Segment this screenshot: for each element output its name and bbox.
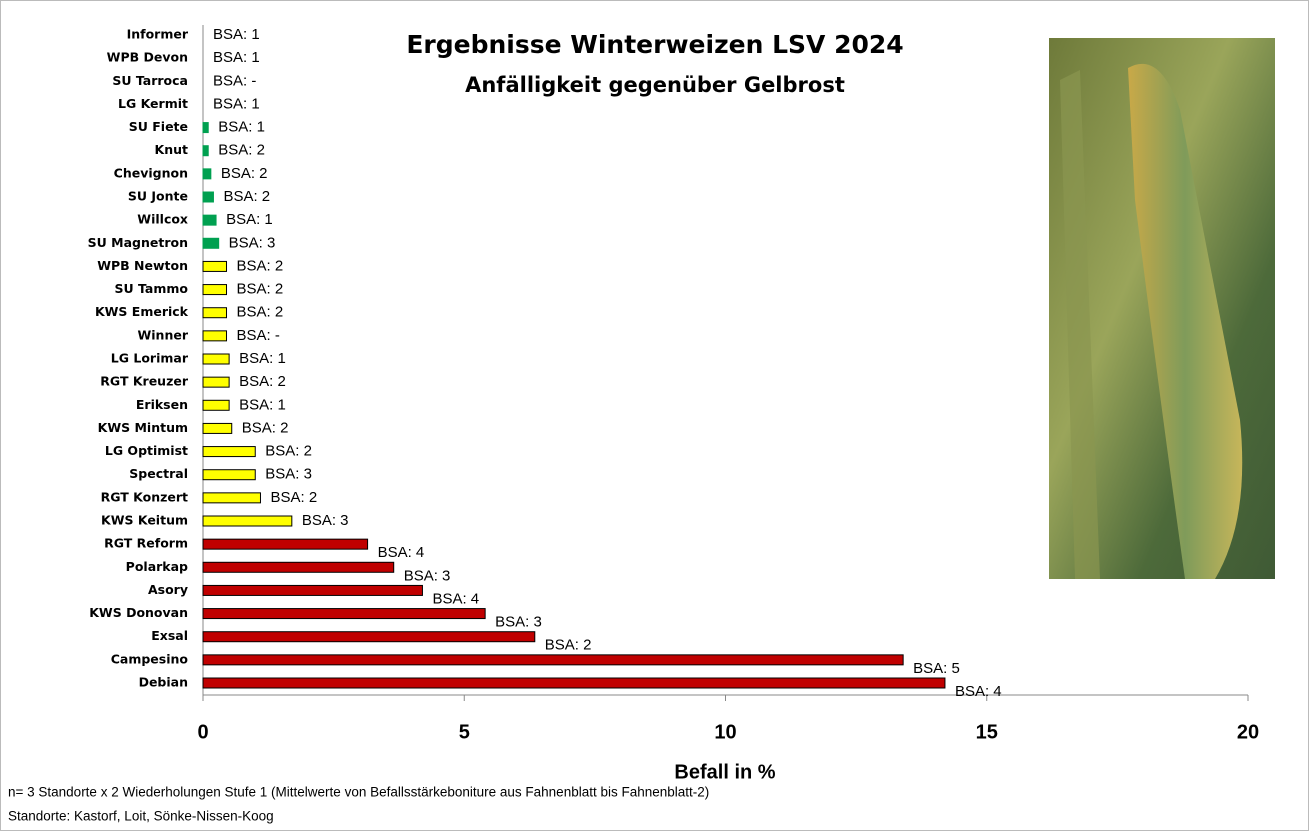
bar-label: BSA: 1 [226,211,273,228]
bar [202,469,256,481]
bar-label: BSA: 1 [239,350,286,367]
y-tick-label: SU Tarroca [112,73,188,88]
y-tick-label: Informer [127,27,189,42]
bar [202,399,230,411]
bar-label: BSA: 1 [218,119,265,136]
chart-title: Ergebnisse Winterweizen LSV 2024 [406,30,903,59]
bar [202,654,904,666]
bar-label: BSA: 1 [213,49,260,66]
y-tick-label: WPB Devon [107,50,188,65]
y-tick-label: SU Tammo [115,281,189,296]
x-tick-label: 5 [459,721,470,743]
x-tick-label: 0 [197,721,208,743]
bar [202,677,946,689]
bar-label: BSA: 2 [237,281,284,298]
y-tick-label: Winner [137,327,188,342]
y-tick-label: LG Lorimar [111,351,189,366]
y-tick-label: SU Fiete [129,119,188,134]
bar-label: BSA: 2 [239,373,286,390]
bar-label: BSA: 2 [221,165,268,182]
bar [202,631,536,643]
x-tick-label: 20 [1237,721,1259,743]
bar [202,584,423,596]
y-tick-label: SU Magnetron [88,235,188,250]
y-tick-label: Polarkap [126,559,188,574]
bar [202,307,228,319]
y-tick-label: Eriksen [136,397,188,412]
bar [202,422,233,434]
bar-label: BSA: 2 [270,489,317,506]
bar-label: BSA: - [237,327,280,344]
bar [202,237,220,249]
bar-label: BSA: - [213,72,256,89]
y-tick-label: Knut [155,142,188,157]
chart-subtitle: Anfälligkeit gegenüber Gelbrost [465,73,845,97]
y-tick-label: Chevignon [114,165,188,180]
y-tick-label: Willcox [137,212,188,227]
bar [202,353,230,365]
bar [202,376,230,388]
bar [202,515,293,527]
bar-label: BSA: 3 [495,614,542,631]
bar-label: BSA: 4 [378,544,425,561]
y-tick-label: LG Optimist [105,443,188,458]
y-tick-label: Exsal [151,628,188,643]
bar-label: BSA: 3 [302,512,349,529]
y-tick-label: RGT Reform [104,536,188,551]
bar-label: BSA: 1 [213,26,260,43]
y-tick-label: KWS Emerick [95,304,189,319]
bar-label: BSA: 3 [404,567,451,584]
bar [202,145,209,157]
bar [202,538,369,550]
bar [202,330,228,342]
bar [202,260,228,272]
y-tick-label: LG Kermit [118,96,188,111]
bar [202,191,214,203]
y-tick-label: SU Jonte [128,189,188,204]
bar-label: BSA: 2 [545,637,592,654]
bar [202,214,217,226]
y-tick-label: KWS Donovan [89,605,188,620]
y-tick-label: Asory [148,582,188,597]
bar-label: BSA: 1 [239,396,286,413]
bar-label: BSA: 2 [242,419,289,436]
y-tick-label: Spectral [129,466,188,481]
y-tick-label: KWS Keitum [101,513,188,528]
bar-label: BSA: 2 [265,443,312,460]
y-tick-label: Campesino [111,651,189,666]
bar [202,122,209,134]
bar-label: BSA: 2 [218,142,265,159]
bar [202,168,212,180]
bar-label: BSA: 4 [955,683,1002,700]
bar-label: BSA: 3 [265,466,312,483]
y-tick-label: RGT Kreuzer [100,374,189,389]
photo [1049,38,1275,580]
footnote: n= 3 Standorte x 2 Wiederholungen Stufe … [8,785,709,800]
x-tick-label: 10 [714,721,736,743]
bar-label: BSA: 4 [432,590,479,607]
y-tick-label: Debian [139,675,188,690]
y-tick-label: WPB Newton [97,258,188,273]
bar-label: BSA: 2 [237,304,284,321]
bar [202,446,256,458]
bar-label: BSA: 3 [229,234,276,251]
bar [202,608,486,620]
bar [202,284,228,296]
bar-label: BSA: 2 [237,257,284,274]
footnote: Standorte: Kastorf, Loit, Sönke-Nissen-K… [8,809,274,824]
x-tick-label: 15 [976,721,998,743]
y-tick-label: RGT Konzert [101,489,188,504]
y-tick-label: KWS Mintum [98,420,188,435]
bar-label: BSA: 5 [913,660,960,677]
bar-label: BSA: 2 [223,188,270,205]
x-axis-label: Befall in % [674,761,775,783]
bar-label: BSA: 1 [213,95,260,112]
bar [202,492,261,504]
bar [202,561,395,573]
